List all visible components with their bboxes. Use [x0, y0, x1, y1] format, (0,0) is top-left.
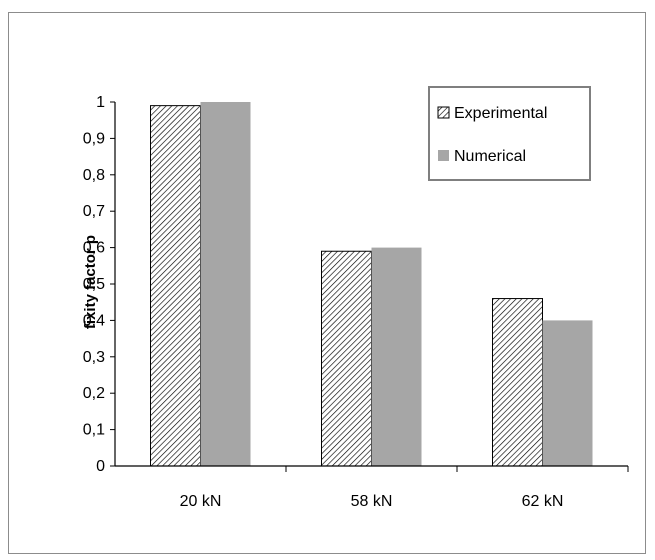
x-tick-label: 62 kN [522, 493, 564, 510]
y-tick-label: 0,7 [83, 203, 105, 220]
axes [114, 102, 629, 472]
bar-experimental-1 [150, 105, 201, 467]
legend-label-numerical: Numerical [454, 148, 526, 165]
y-tick-label: 0,3 [83, 349, 105, 366]
y-tick-label: 0,4 [83, 312, 105, 329]
bar-experimental-2 [321, 250, 372, 467]
y-tick-label: 0,6 [83, 240, 105, 257]
legend-swatch-experimental [437, 106, 450, 119]
y-tick-label: 0 [96, 458, 105, 475]
bar-numerical-3 [542, 320, 593, 466]
legend: Experimental Numerical [428, 86, 591, 181]
y-tick-label: 0,2 [83, 385, 105, 402]
bars [150, 102, 593, 467]
y-tick-label: 0,9 [83, 130, 105, 147]
y-tick-label: 0,8 [83, 167, 105, 184]
y-tick-label: 0,1 [83, 422, 105, 439]
legend-box [428, 86, 591, 181]
bar-numerical-1 [200, 102, 251, 466]
y-axis-title: fixity factor p [82, 235, 99, 329]
x-tick-label: 58 kN [351, 493, 393, 510]
bar-numerical-2 [371, 247, 422, 466]
legend-swatch-numerical [438, 150, 449, 161]
legend-label-experimental: Experimental [454, 105, 547, 122]
bar-experimental-3 [492, 298, 543, 467]
x-axis-labels: 20 kN 58 kN 62 kN [180, 493, 564, 510]
x-tick-label: 20 kN [180, 493, 222, 510]
y-tick-label: 1 [96, 94, 105, 111]
y-tick-label: 0,5 [83, 276, 105, 293]
y-axis-ticks: 0 0,1 0,2 0,3 0,4 0,5 0,6 0,7 0,8 0,9 1 [83, 94, 115, 475]
